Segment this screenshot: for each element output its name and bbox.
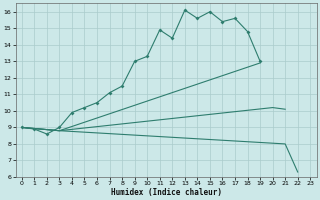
X-axis label: Humidex (Indice chaleur): Humidex (Indice chaleur) bbox=[110, 188, 221, 197]
